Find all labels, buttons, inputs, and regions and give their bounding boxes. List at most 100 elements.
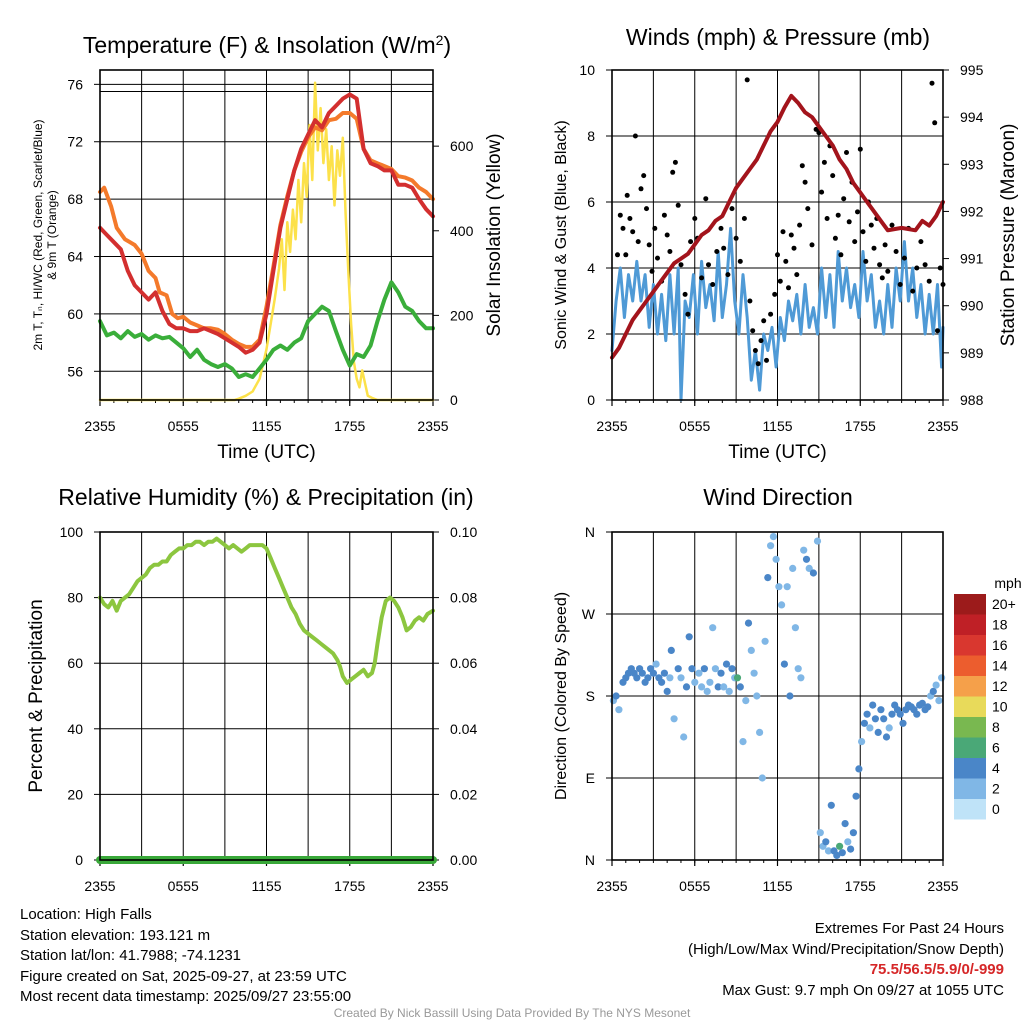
colorbar-label: 16	[992, 637, 1008, 653]
direction-point	[677, 674, 685, 682]
wind-direction-panel: Wind Direction 2355 0555 1155 1755 2355NESWN…	[553, 484, 1022, 894]
gust-point	[721, 245, 727, 251]
y-tick-label: 72	[67, 134, 83, 150]
gust-point	[809, 242, 815, 248]
y-tick-label: 56	[67, 363, 83, 379]
y2-tick-label: 0.02	[450, 786, 477, 802]
gust-point	[714, 249, 720, 254]
gust-point	[670, 169, 676, 175]
humidity-title: Relative Humidity (%) & Precipitation (i…	[58, 484, 473, 510]
y-tick-label: 60	[67, 306, 83, 322]
y-tick-label: N	[585, 852, 595, 868]
colorbar-label: 20+	[992, 596, 1016, 612]
colorbar-label: 8	[992, 719, 1000, 735]
colorbar-swatch	[954, 758, 986, 779]
y2-tick-label: 991	[960, 251, 984, 267]
gust-point	[652, 225, 658, 231]
y2-tick-label: 0.10	[450, 524, 477, 540]
gust-point	[750, 328, 756, 334]
gust-point	[644, 206, 649, 212]
direction-point	[822, 838, 830, 846]
winds-panel: Winds (mph) & Pressure (mb) 2355 0555 1155…	[553, 24, 1019, 463]
y2-tick-label: 992	[960, 203, 984, 219]
gust-point	[699, 275, 705, 281]
series-relative-humidity	[98, 536, 435, 685]
gust-point	[857, 146, 863, 152]
gust-point	[632, 133, 638, 139]
direction-point	[783, 583, 791, 591]
gust-point	[830, 173, 836, 179]
gust-point	[764, 357, 769, 363]
gust-point	[615, 252, 620, 258]
direction-point	[802, 555, 811, 563]
direction-point	[725, 687, 733, 696]
extremes-values: 75.5/56.5/5.9/0/-999	[869, 961, 1004, 978]
colorbar-label: 18	[992, 617, 1008, 633]
x-tick-label: 0555	[168, 878, 199, 894]
direction-point	[667, 646, 675, 655]
direction-point	[717, 669, 725, 677]
x-tick-label: 0555	[168, 418, 199, 434]
direction-point	[841, 820, 849, 828]
colorbar-label: 10	[992, 699, 1008, 715]
direction-point	[918, 699, 926, 707]
direction-point	[744, 619, 753, 627]
gust-point	[860, 229, 866, 235]
y-tick-label: 80	[67, 590, 83, 606]
direction-point	[899, 719, 907, 727]
direction-point	[612, 692, 620, 700]
gust-point	[775, 252, 780, 258]
colorbar-title: mph	[994, 575, 1021, 591]
direction-point	[633, 674, 641, 682]
gust-point	[638, 186, 644, 192]
gust-point	[780, 229, 786, 235]
series-solar	[98, 81, 435, 402]
gust-point	[832, 235, 838, 241]
created-text: Figure created on Sat, 2025-09-27, at 23…	[20, 967, 347, 985]
x-axis-label: Time (UTC)	[217, 442, 316, 463]
direction-point	[827, 801, 835, 809]
series-dewpoint	[98, 280, 435, 379]
wind-direction-title: Wind Direction	[703, 484, 853, 510]
gust-point	[692, 216, 698, 221]
y-tick-label: 2	[587, 326, 595, 342]
gust-point	[747, 298, 753, 304]
colorbar-label: 6	[992, 740, 1000, 756]
gust-point	[885, 268, 891, 274]
y2-tick-label: 0.00	[450, 852, 477, 868]
y-tick-label: 0	[75, 852, 83, 868]
gust-point	[882, 242, 888, 248]
y2-tick-label: 0	[450, 392, 458, 408]
y-tick-label: 8	[587, 128, 595, 144]
y-tick-label: 76	[67, 76, 83, 92]
direction-point	[896, 710, 904, 718]
direction-point	[888, 710, 896, 718]
x-tick-label: 2355	[417, 878, 448, 894]
direction-point	[877, 706, 885, 714]
temperature-panel: Temperature (F) & Insolation (W/m2) 2355…	[31, 32, 505, 463]
y2-axis-label: Station Pressure (Maroon)	[998, 124, 1019, 347]
direction-point	[764, 574, 772, 582]
gust-point	[797, 222, 803, 228]
direction-point	[761, 637, 769, 645]
gust-point	[855, 209, 860, 215]
series-2m-t	[98, 92, 435, 355]
direction-point	[767, 542, 775, 550]
x-tick-label: 1155	[251, 418, 281, 434]
gust-point	[788, 232, 794, 238]
direction-point	[736, 683, 744, 691]
direction-point	[758, 774, 766, 782]
gust-point	[926, 278, 932, 284]
colorbar-swatch	[954, 614, 986, 635]
direction-point	[698, 683, 706, 691]
gust-point	[768, 311, 774, 317]
gust-point	[649, 268, 655, 274]
direction-point	[860, 719, 869, 727]
direction-point	[780, 660, 789, 668]
gust-point	[777, 278, 783, 284]
y-tick-label: S	[586, 688, 595, 704]
direction-point	[709, 624, 717, 632]
direction-point	[753, 692, 761, 700]
gust-point	[821, 159, 827, 165]
